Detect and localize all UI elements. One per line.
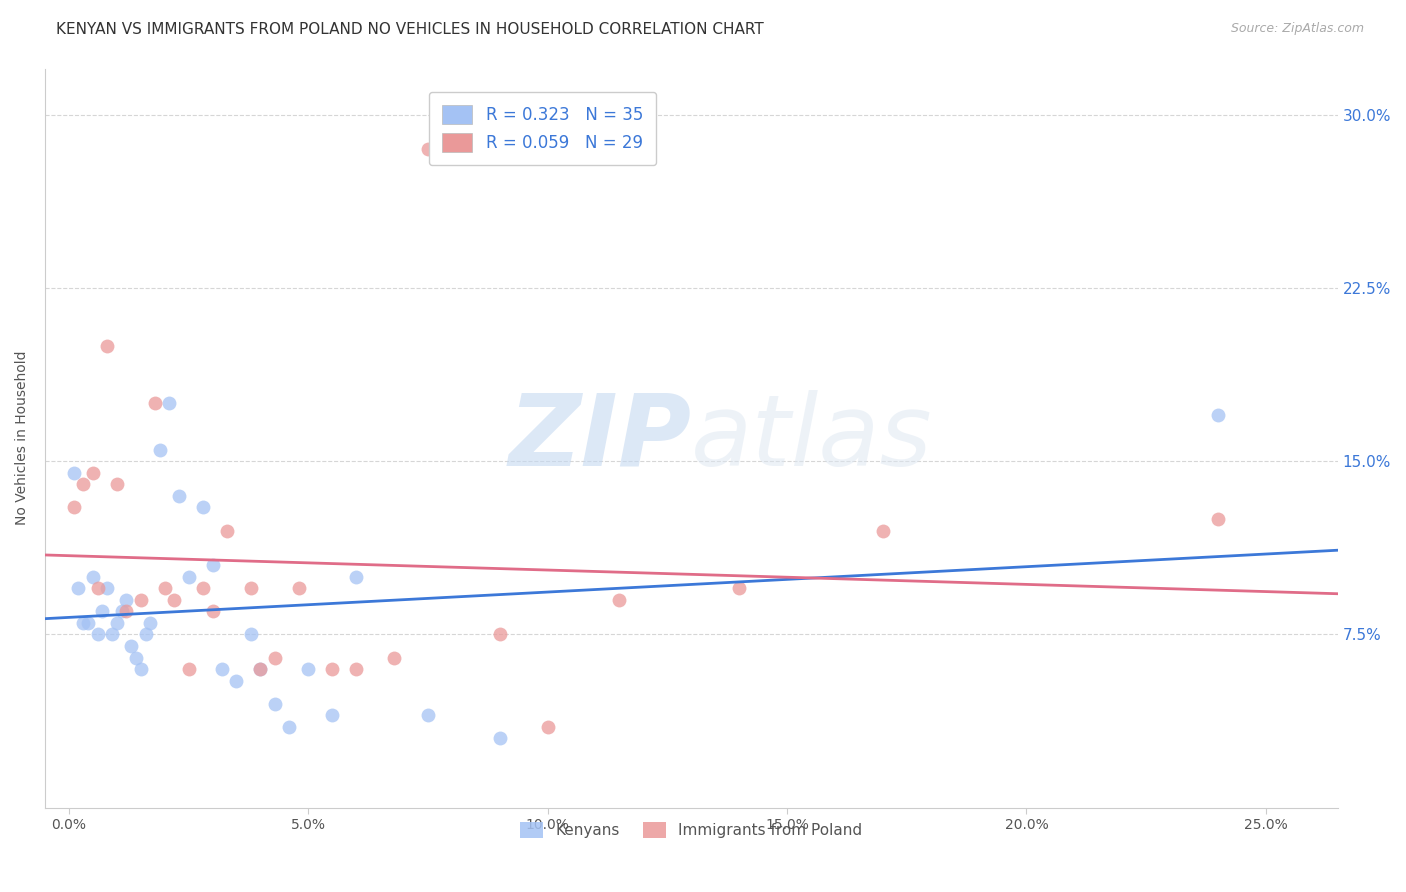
Point	[139, 615, 162, 630]
Point	[101, 627, 124, 641]
Point	[191, 500, 214, 515]
Point	[105, 477, 128, 491]
Point	[488, 731, 510, 746]
Point	[239, 627, 262, 641]
Point	[86, 582, 108, 596]
Point	[72, 477, 94, 491]
Point	[191, 582, 214, 596]
Point	[321, 708, 343, 723]
Point	[225, 673, 247, 688]
Point	[115, 592, 138, 607]
Point	[344, 570, 367, 584]
Point	[86, 627, 108, 641]
Point	[609, 592, 631, 607]
Point	[177, 570, 200, 584]
Point	[134, 627, 156, 641]
Point	[201, 604, 224, 618]
Point	[416, 142, 439, 156]
Point	[297, 662, 319, 676]
Point	[110, 604, 132, 618]
Point	[125, 650, 148, 665]
Text: KENYAN VS IMMIGRANTS FROM POLAND NO VEHICLES IN HOUSEHOLD CORRELATION CHART: KENYAN VS IMMIGRANTS FROM POLAND NO VEHI…	[56, 22, 763, 37]
Y-axis label: No Vehicles in Household: No Vehicles in Household	[15, 351, 30, 525]
Point	[167, 489, 190, 503]
Point	[115, 604, 138, 618]
Point	[177, 662, 200, 676]
Point	[263, 650, 285, 665]
Point	[201, 558, 224, 573]
Point	[278, 720, 301, 734]
Point	[239, 582, 262, 596]
Point	[163, 592, 186, 607]
Text: Source: ZipAtlas.com: Source: ZipAtlas.com	[1230, 22, 1364, 36]
Point	[96, 582, 118, 596]
Point	[96, 339, 118, 353]
Point	[416, 708, 439, 723]
Point	[249, 662, 271, 676]
Point	[321, 662, 343, 676]
Point	[143, 396, 166, 410]
Point	[287, 582, 309, 596]
Point	[488, 627, 510, 641]
Legend: Kenyans, Immigrants from Poland: Kenyans, Immigrants from Poland	[515, 816, 869, 845]
Point	[344, 662, 367, 676]
Point	[91, 604, 114, 618]
Point	[105, 615, 128, 630]
Point	[129, 592, 152, 607]
Point	[82, 466, 104, 480]
Point	[159, 396, 181, 410]
Point	[263, 697, 285, 711]
Point	[72, 615, 94, 630]
Point	[728, 582, 751, 596]
Point	[211, 662, 233, 676]
Point	[67, 582, 90, 596]
Point	[537, 720, 560, 734]
Point	[215, 524, 238, 538]
Point	[249, 662, 271, 676]
Point	[129, 662, 152, 676]
Point	[62, 500, 84, 515]
Point	[1206, 408, 1229, 422]
Point	[1206, 512, 1229, 526]
Point	[77, 615, 100, 630]
Point	[384, 650, 406, 665]
Point	[149, 442, 172, 457]
Point	[153, 582, 176, 596]
Text: atlas: atlas	[692, 390, 934, 487]
Point	[120, 639, 142, 653]
Point	[62, 466, 84, 480]
Point	[872, 524, 894, 538]
Point	[82, 570, 104, 584]
Text: ZIP: ZIP	[509, 390, 692, 487]
